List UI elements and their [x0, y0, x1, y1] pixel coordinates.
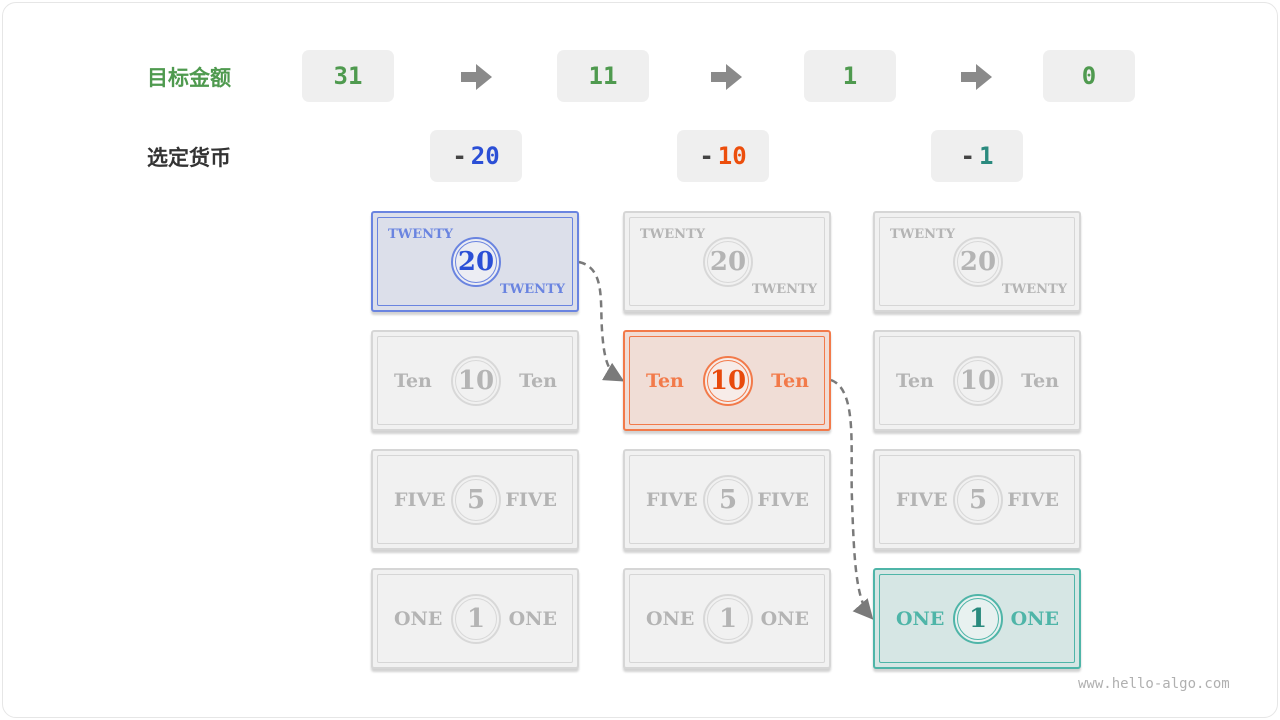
bill-word-left: FIVE [896, 489, 948, 511]
bill-border [629, 217, 825, 306]
bill-word-left: Ten [896, 370, 934, 392]
selection-box-1: -10 [677, 130, 769, 182]
bill-word-top: TWENTY [890, 227, 956, 242]
selected-currency-label: 选定货币 [147, 146, 231, 170]
target-amount-label: 目标金额 [147, 66, 231, 90]
bill-word-left: FIVE [646, 489, 698, 511]
bill-word-left: ONE [646, 608, 695, 630]
bill-border [377, 455, 573, 544]
bill-border [879, 574, 1075, 663]
selection-value: 1 [979, 142, 994, 170]
bill-coin-value: 5 [703, 475, 753, 525]
bill-1: ONE ONE 1 [623, 568, 831, 669]
bill-5: FIVE FIVE 5 [623, 449, 831, 550]
bill-coin-value: 1 [703, 594, 753, 644]
minus-sign: - [699, 142, 714, 170]
bill-border [879, 336, 1075, 425]
right-arrow-icon [461, 64, 492, 90]
bill-word-right: FIVE [505, 489, 557, 511]
selection-box-0: -20 [430, 130, 522, 182]
bill-border [629, 455, 825, 544]
bill-10: Ten Ten 10 [371, 330, 579, 431]
minus-sign: - [960, 142, 975, 170]
bill-border [377, 336, 573, 425]
bill-border [879, 455, 1075, 544]
bill-coin-value: 5 [451, 475, 501, 525]
dashed-connector-10-to-1 [830, 378, 874, 620]
selection-box-2: -1 [931, 130, 1023, 182]
bill-word-bottom: TWENTY [1001, 282, 1067, 297]
bill-coin-value: 20 [703, 237, 753, 287]
bill-1: ONE ONE 1 [371, 568, 579, 669]
bill-coin-value: 10 [953, 356, 1003, 406]
target-box-2: 1 [804, 50, 896, 102]
bill-coin-value: 10 [703, 356, 753, 406]
watermark: www.hello-algo.com [1078, 676, 1230, 692]
selection-value: 10 [717, 142, 747, 170]
bill-coin-value: 1 [451, 594, 501, 644]
bill-20-selected: TWENTY TWENTY 20 [371, 211, 579, 312]
right-arrow-icon [711, 64, 742, 90]
bill-word-top: TWENTY [388, 227, 454, 242]
bill-word-right: ONE [508, 608, 557, 630]
bill-word-left: ONE [394, 608, 443, 630]
bill-border [879, 217, 1075, 306]
dashed-connector-20-to-10 [578, 260, 625, 382]
right-arrow-icon [961, 64, 992, 90]
bill-10: Ten Ten 10 [873, 330, 1081, 431]
minus-sign: - [452, 142, 467, 170]
selection-value: 20 [470, 142, 500, 170]
bill-border [629, 574, 825, 663]
bill-word-right: Ten [519, 370, 557, 392]
bill-20: TWENTY TWENTY 20 [623, 211, 831, 312]
bill-word-bottom: TWENTY [751, 282, 817, 297]
bill-word-left: ONE [896, 608, 945, 630]
bill-border [629, 336, 825, 425]
bill-10-selected: Ten Ten 10 [623, 330, 831, 431]
bill-word-right: Ten [1021, 370, 1059, 392]
bill-word-right: ONE [760, 608, 809, 630]
bill-coin-value: 10 [451, 356, 501, 406]
bill-coin-value: 1 [953, 594, 1003, 644]
bill-1-selected: ONE ONE 1 [873, 568, 1081, 669]
bill-word-left: FIVE [394, 489, 446, 511]
target-box-3: 0 [1043, 50, 1135, 102]
bill-border [377, 574, 573, 663]
bill-word-right: FIVE [1007, 489, 1059, 511]
bill-word-left: Ten [646, 370, 684, 392]
bill-coin-value: 5 [953, 475, 1003, 525]
bill-word-bottom: TWENTY [499, 282, 565, 297]
bill-word-top: TWENTY [640, 227, 706, 242]
bill-5: FIVE FIVE 5 [371, 449, 579, 550]
bill-coin-value: 20 [953, 237, 1003, 287]
bill-word-right: FIVE [757, 489, 809, 511]
bill-border [377, 217, 573, 306]
target-box-0: 31 [302, 50, 394, 102]
bill-word-right: ONE [1010, 608, 1059, 630]
bill-word-left: Ten [394, 370, 432, 392]
bill-20: TWENTY TWENTY 20 [873, 211, 1081, 312]
bill-5: FIVE FIVE 5 [873, 449, 1081, 550]
bill-coin-value: 20 [451, 237, 501, 287]
bill-word-right: Ten [771, 370, 809, 392]
target-box-1: 11 [557, 50, 649, 102]
